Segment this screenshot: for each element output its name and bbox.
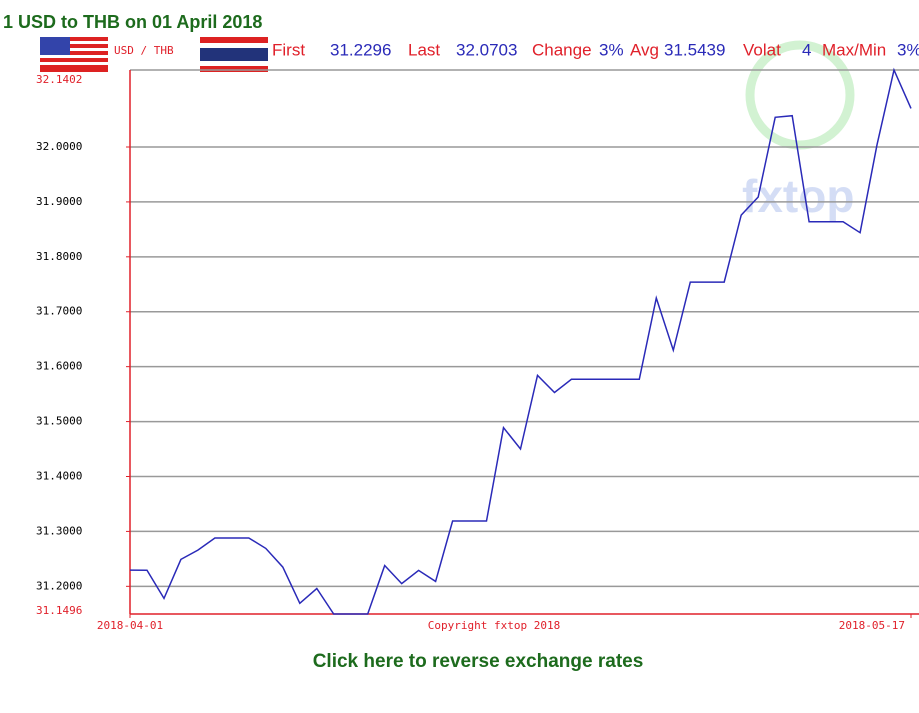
th-flag <box>200 37 268 72</box>
y-limit-label: 32.1402 <box>36 73 82 86</box>
y-tick-label: 32.0000 <box>36 140 82 153</box>
x-tick-label: 2018-05-17 <box>839 619 905 632</box>
reverse-link[interactable]: Click here to reverse exchange rates <box>313 651 644 672</box>
y-tick-label: 31.4000 <box>36 469 82 482</box>
y-tick-label: 31.3000 <box>36 524 82 537</box>
stat-label: Avg <box>630 40 659 59</box>
stat-label: Last <box>408 40 440 59</box>
stat-label: Max/Min <box>822 40 886 59</box>
stat-label: Change <box>532 40 592 59</box>
stat-value: 3% <box>897 40 919 59</box>
copyright: Copyright fxtop 2018 <box>428 619 560 632</box>
stat-value: 4 <box>802 40 811 59</box>
stat-label: First <box>272 40 305 59</box>
stat-label: Volat <box>743 40 781 59</box>
y-tick-label: 31.6000 <box>36 360 82 373</box>
y-tick-label: 31.2000 <box>36 579 82 592</box>
y-tick-label: 31.8000 <box>36 250 82 263</box>
us-flag <box>40 37 108 72</box>
x-tick-label: 2018-04-01 <box>97 619 163 632</box>
watermark: fxtop <box>742 170 854 222</box>
stat-value: 32.0703 <box>456 40 517 59</box>
y-limit-label: 31.1496 <box>36 604 82 617</box>
stat-value: 31.2296 <box>330 40 391 59</box>
watermark-logo <box>745 40 855 150</box>
pair-label: USD / THB <box>114 44 174 57</box>
page-title: 1 USD to THB on 01 April 2018 <box>3 12 262 32</box>
stat-value: 31.5439 <box>664 40 725 59</box>
line <box>129 67 912 615</box>
y-tick-label: 31.9000 <box>36 195 82 208</box>
stat-value: 3% <box>599 40 624 59</box>
y-tick-label: 31.7000 <box>36 305 82 318</box>
y-tick-label: 31.5000 <box>36 415 82 428</box>
